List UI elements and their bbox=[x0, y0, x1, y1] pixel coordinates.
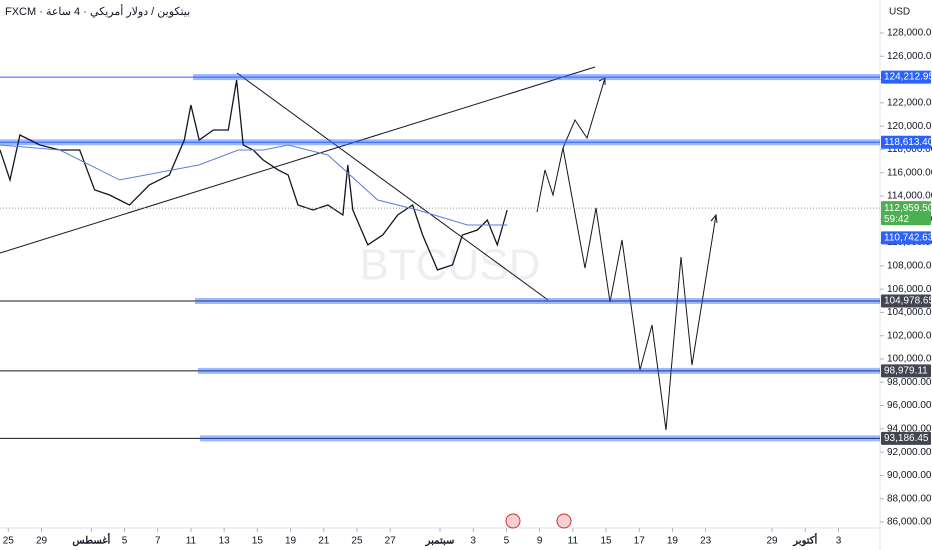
x-tick-label: 29 bbox=[767, 536, 779, 547]
projection-path bbox=[562, 77, 606, 149]
y-tick-label: 92,000.00 bbox=[887, 447, 932, 458]
countdown-label: 59:42 bbox=[884, 214, 909, 225]
y-tick-label: 104,000.00 bbox=[887, 307, 932, 318]
y-tick-label: 128,000.00 bbox=[887, 28, 932, 39]
ma-price-label: 110,742.63 bbox=[884, 233, 932, 244]
level-label-box bbox=[881, 431, 931, 445]
x-tick-label: 3 bbox=[836, 536, 842, 547]
y-tick-label: 94,000.00 bbox=[887, 423, 932, 434]
y-tick-label: 96,000.00 bbox=[887, 400, 932, 411]
x-tick-label: 19 bbox=[285, 536, 297, 547]
ma-price-box bbox=[881, 231, 931, 245]
level-label: 124,212.95 bbox=[884, 72, 932, 83]
event-icon[interactable] bbox=[505, 513, 521, 529]
x-tick-label: 15 bbox=[252, 536, 264, 547]
x-tick-label: 25 bbox=[3, 536, 15, 547]
level-zone bbox=[193, 74, 880, 81]
event-icon[interactable] bbox=[556, 513, 572, 529]
level-label-box bbox=[881, 135, 931, 149]
projection-arrow bbox=[598, 77, 606, 85]
x-tick-label: 17 bbox=[634, 536, 646, 547]
x-tick-label: 27 bbox=[385, 536, 397, 547]
x-tick-label: 9 bbox=[537, 536, 543, 547]
x-tick-label: 5 bbox=[504, 536, 510, 547]
x-tick-label: أكتوبر bbox=[792, 534, 817, 547]
level-zone bbox=[195, 298, 880, 305]
level-label: 98,979.11 bbox=[884, 366, 928, 377]
y-tick-label: 102,000.00 bbox=[887, 330, 932, 341]
x-tick-label: 29 bbox=[36, 536, 48, 547]
last-price-label: 112,959.50 bbox=[884, 203, 932, 214]
x-tick-label: 23 bbox=[700, 536, 712, 547]
x-tick-label: 19 bbox=[667, 536, 679, 547]
projection-path bbox=[536, 147, 717, 431]
y-tick-label: 88,000.00 bbox=[887, 493, 932, 504]
level-zone bbox=[200, 435, 880, 442]
currency: USD bbox=[889, 7, 910, 18]
x-tick-label: 13 bbox=[219, 536, 231, 547]
y-tick-label: 122,000.00 bbox=[887, 97, 932, 108]
level-label-box bbox=[881, 70, 931, 84]
y-tick-label: 86,000.00 bbox=[887, 517, 932, 528]
level-label: 104,978.65 bbox=[884, 296, 932, 307]
level-label: 118,613.40 bbox=[884, 137, 932, 148]
trend-line bbox=[0, 66, 596, 254]
y-tick-label: 90,000.00 bbox=[887, 470, 932, 481]
projection-arrow bbox=[710, 213, 718, 224]
x-tick-label: 11 bbox=[186, 536, 197, 547]
x-tick-label: 25 bbox=[351, 536, 363, 547]
level-label: 93,186.45 bbox=[884, 433, 929, 444]
y-tick-label: 114,000.00 bbox=[887, 191, 932, 202]
x-tick-label: 21 bbox=[318, 536, 330, 547]
level-label-box bbox=[881, 364, 931, 378]
price-line bbox=[0, 144, 508, 226]
y-tick-label: 108,000.00 bbox=[887, 260, 932, 271]
chart-title: FXCM · بيتكوين / دولار أمريكي · 4 ساعة bbox=[5, 4, 190, 18]
x-tick-label: أغسطس bbox=[72, 534, 110, 547]
y-tick-label: 120,000.00 bbox=[887, 121, 932, 132]
y-tick-label: 116,000.00 bbox=[887, 167, 932, 178]
level-zone bbox=[198, 367, 880, 374]
y-tick-label: 126,000.00 bbox=[887, 51, 932, 62]
x-tick-label: 15 bbox=[600, 536, 612, 547]
level-label-box bbox=[881, 294, 931, 308]
y-tick-label: 98,000.00 bbox=[887, 377, 932, 388]
x-tick-label: 5 bbox=[122, 536, 128, 547]
x-tick-label: 11 bbox=[568, 536, 579, 547]
y-tick-label: 118,000.00 bbox=[887, 144, 932, 155]
y-tick-label: 100,000.00 bbox=[887, 354, 932, 365]
last-price-box bbox=[881, 201, 931, 226]
y-tick-label: 106,000.00 bbox=[887, 284, 932, 295]
x-tick-label: 7 bbox=[155, 536, 161, 547]
x-tick-label: سبتمبر bbox=[425, 536, 455, 547]
price-line bbox=[0, 79, 508, 271]
level-zone bbox=[0, 139, 880, 146]
trend-line bbox=[236, 72, 549, 301]
x-tick-label: 3 bbox=[470, 536, 476, 547]
